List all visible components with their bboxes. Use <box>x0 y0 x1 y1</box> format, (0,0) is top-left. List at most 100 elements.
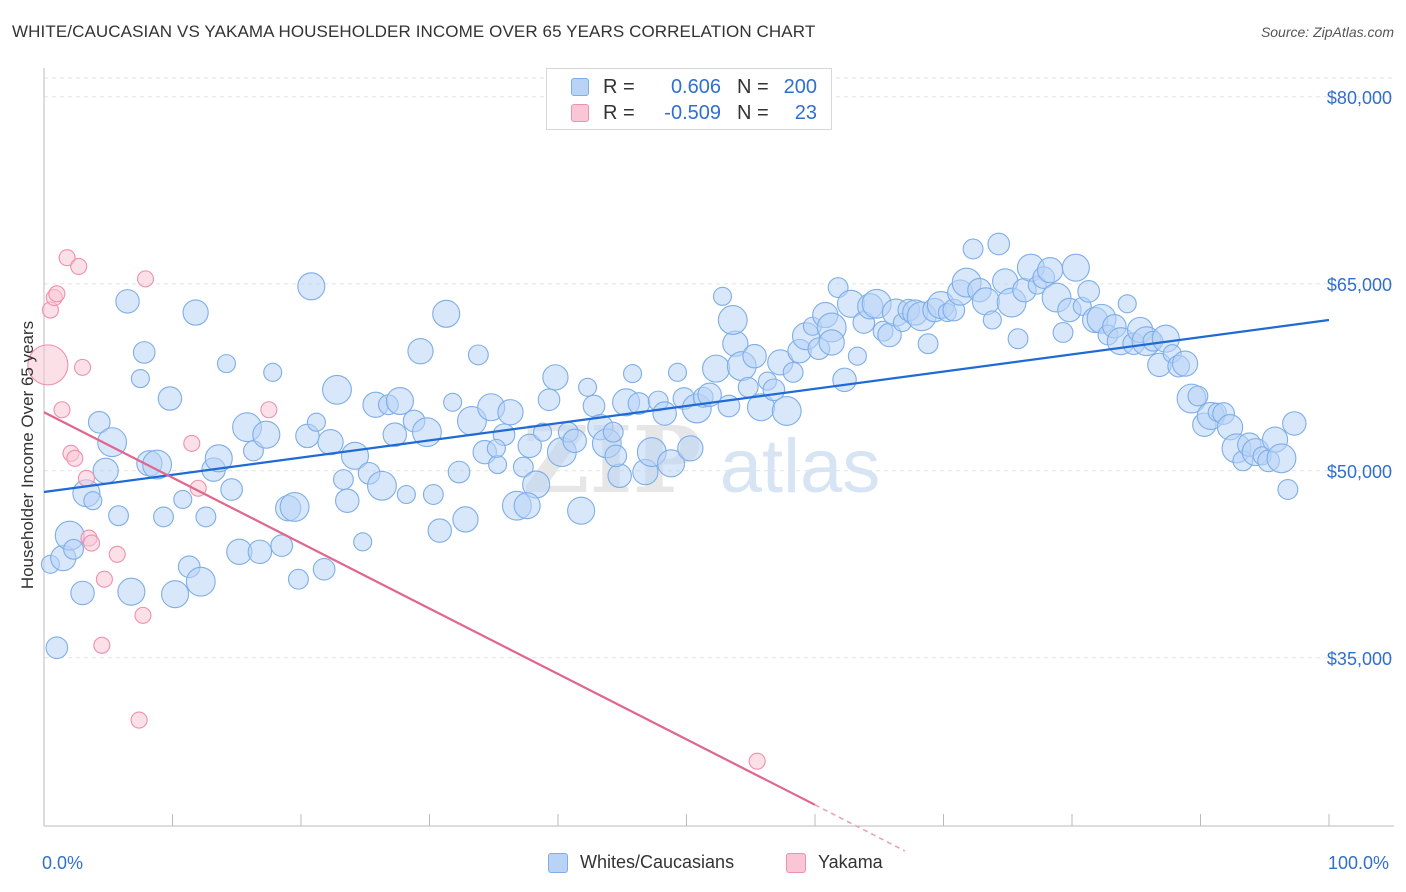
point-whites <box>1117 294 1137 314</box>
point-whites <box>917 333 939 355</box>
point-whites <box>182 299 209 326</box>
point-whites <box>1037 257 1064 284</box>
point-whites <box>153 506 174 528</box>
point-whites <box>497 399 524 426</box>
point-whites <box>1171 350 1199 377</box>
series-yakama-points <box>27 249 766 770</box>
point-yakama <box>48 285 66 303</box>
legend-r-value: -0.509 <box>664 101 721 124</box>
point-whites <box>604 444 628 468</box>
point-whites <box>220 478 243 501</box>
legend-r-value: 0.606 <box>670 75 721 98</box>
point-yakama <box>58 249 76 267</box>
x-tick-label-max: 100.0% <box>1328 853 1390 873</box>
axes <box>43 68 1394 827</box>
point-whites <box>195 506 217 528</box>
legend-r-label: R = <box>603 75 635 98</box>
point-whites <box>312 557 336 581</box>
point-whites <box>962 238 984 260</box>
point-whites <box>667 362 688 382</box>
point-yakama <box>27 344 69 386</box>
legend-swatch-yakama <box>786 852 806 873</box>
point-whites <box>602 421 624 443</box>
point-whites <box>287 568 309 590</box>
point-whites <box>657 449 686 478</box>
point-whites <box>115 289 140 314</box>
point-yakama <box>95 570 113 588</box>
point-whites <box>533 422 553 442</box>
point-whites <box>317 428 344 456</box>
point-whites <box>83 491 103 511</box>
legend-label-whites: Whites/Caucasians <box>580 852 735 872</box>
legend-r-label: R = <box>603 101 635 124</box>
point-whites <box>832 367 857 393</box>
point-whites <box>697 382 722 408</box>
point-whites <box>1007 328 1029 350</box>
y-axis-title: Householder Income Over 65 years <box>18 320 37 590</box>
trend-line-yakama-extension <box>814 804 906 852</box>
point-whites <box>117 577 146 606</box>
point-whites <box>252 420 281 449</box>
point-whites <box>847 346 867 366</box>
point-whites <box>335 488 360 513</box>
point-whites <box>1061 253 1090 282</box>
point-whites <box>407 338 434 365</box>
point-yakama <box>130 711 148 729</box>
point-whites <box>622 364 643 384</box>
legend-swatch-whites <box>548 852 568 873</box>
x-tick-label-min: 0.0% <box>42 853 84 873</box>
point-whites <box>467 344 489 366</box>
point-whites <box>108 505 129 527</box>
point-whites <box>1187 385 1209 407</box>
point-yakama <box>134 606 152 624</box>
point-yakama <box>183 434 201 452</box>
point-whites <box>702 354 731 383</box>
point-whites <box>204 444 233 473</box>
legend-top: R = 0.606 N = 200 R = -0.509 N = 23 <box>546 68 832 130</box>
point-whites <box>173 489 193 510</box>
point-whites <box>818 329 845 356</box>
legend-n-value: 23 <box>794 101 817 124</box>
point-whites <box>512 456 534 478</box>
point-whites <box>132 341 156 364</box>
legend-n-value: 200 <box>783 75 817 98</box>
point-whites <box>382 422 408 447</box>
point-whites <box>297 272 326 301</box>
point-whites <box>185 566 216 597</box>
point-whites <box>486 438 506 458</box>
point-yakama <box>74 358 92 376</box>
trend-lines <box>43 318 1330 852</box>
point-whites <box>971 287 1000 316</box>
point-whites <box>582 394 606 418</box>
legend-n-label: N = <box>737 101 769 124</box>
trend-line-yakama <box>43 411 816 806</box>
point-whites <box>443 392 463 412</box>
point-whites <box>1266 443 1297 474</box>
trend-line-whites <box>43 318 1330 494</box>
point-whites <box>279 492 310 522</box>
legend-n-label: N = <box>737 75 769 98</box>
point-whites <box>130 369 150 389</box>
point-whites <box>247 539 273 565</box>
legend-swatch-yakama <box>571 104 589 122</box>
point-whites <box>422 484 444 505</box>
point-whites <box>982 310 1002 330</box>
point-whites <box>1277 479 1299 500</box>
point-whites <box>677 435 704 462</box>
point-whites <box>987 232 1011 256</box>
y-tick-label: $50,000 <box>1327 462 1392 482</box>
point-whites <box>452 506 479 533</box>
point-yakama <box>93 636 111 654</box>
point-whites <box>542 364 569 391</box>
point-whites <box>87 410 111 434</box>
point-whites <box>537 388 561 412</box>
point-whites <box>157 386 183 411</box>
point-yakama <box>260 401 278 419</box>
y-tick-label: $65,000 <box>1327 275 1392 295</box>
point-whites <box>270 534 294 557</box>
point-whites <box>782 361 804 383</box>
point-whites <box>263 362 283 382</box>
point-yakama <box>53 401 71 419</box>
point-whites <box>45 636 69 660</box>
